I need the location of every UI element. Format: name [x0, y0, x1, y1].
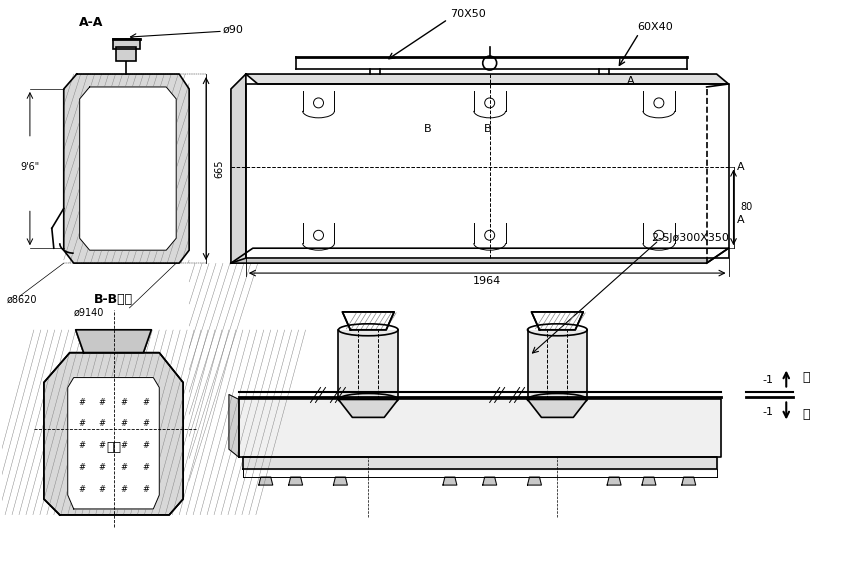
Text: -1: -1: [762, 375, 774, 384]
Text: ø8620: ø8620: [7, 295, 37, 305]
Polygon shape: [339, 399, 398, 417]
Polygon shape: [231, 248, 728, 263]
Polygon shape: [259, 477, 272, 485]
Text: #: #: [120, 441, 127, 450]
Text: #: #: [120, 484, 127, 494]
Polygon shape: [528, 399, 587, 417]
Text: 665: 665: [214, 160, 224, 178]
Text: #: #: [143, 484, 150, 494]
Polygon shape: [483, 477, 497, 485]
Polygon shape: [342, 312, 394, 330]
Text: 70X50: 70X50: [450, 9, 486, 19]
Polygon shape: [239, 399, 721, 457]
Text: #: #: [120, 419, 127, 428]
Polygon shape: [64, 74, 189, 263]
Text: 1964: 1964: [472, 276, 501, 286]
Polygon shape: [607, 477, 621, 485]
Text: #: #: [98, 484, 105, 494]
Polygon shape: [246, 74, 728, 84]
Text: B: B: [424, 124, 431, 134]
Polygon shape: [231, 74, 246, 263]
Text: #: #: [98, 398, 105, 407]
Polygon shape: [229, 395, 239, 457]
Text: 砂芯: 砂芯: [106, 441, 121, 454]
Text: #: #: [143, 419, 150, 428]
Polygon shape: [68, 377, 159, 509]
Text: #: #: [78, 462, 85, 472]
Text: A: A: [736, 216, 744, 225]
Text: A: A: [627, 76, 635, 86]
Text: #: #: [98, 419, 105, 428]
Bar: [117, 47, 136, 61]
Text: 2-SJø300X350: 2-SJø300X350: [651, 234, 728, 243]
Text: B-B放大: B-B放大: [94, 293, 133, 306]
Text: #: #: [143, 462, 150, 472]
Polygon shape: [528, 477, 541, 485]
Bar: [528, 330, 587, 399]
Text: A-A: A-A: [79, 16, 104, 29]
Bar: [112, 39, 140, 49]
Text: A: A: [736, 162, 744, 172]
Text: ø90: ø90: [223, 24, 244, 34]
Polygon shape: [682, 477, 696, 485]
Polygon shape: [288, 477, 303, 485]
Bar: [339, 330, 398, 399]
Polygon shape: [76, 330, 151, 353]
Text: #: #: [78, 419, 85, 428]
Polygon shape: [80, 87, 176, 250]
Text: 80: 80: [740, 202, 753, 212]
Text: #: #: [143, 441, 150, 450]
Polygon shape: [532, 312, 583, 330]
Polygon shape: [68, 377, 159, 509]
Polygon shape: [443, 477, 457, 485]
Polygon shape: [44, 353, 183, 515]
Polygon shape: [246, 84, 728, 258]
Text: #: #: [98, 462, 105, 472]
Text: #: #: [78, 398, 85, 407]
Polygon shape: [76, 330, 151, 353]
Text: 上: 上: [802, 408, 810, 421]
Text: 下: 下: [802, 371, 810, 384]
Text: ø9140: ø9140: [74, 308, 104, 318]
Text: #: #: [143, 398, 150, 407]
Text: B: B: [484, 124, 492, 134]
Text: #: #: [78, 441, 85, 450]
Text: #: #: [78, 484, 85, 494]
Text: 9'6": 9'6": [20, 162, 39, 172]
Polygon shape: [334, 477, 347, 485]
Text: -1: -1: [762, 407, 774, 417]
Text: #: #: [120, 398, 127, 407]
Text: #: #: [98, 441, 105, 450]
Text: 60X40: 60X40: [637, 23, 673, 32]
Polygon shape: [243, 457, 717, 469]
Polygon shape: [80, 87, 176, 250]
Text: #: #: [120, 462, 127, 472]
Polygon shape: [642, 477, 656, 485]
